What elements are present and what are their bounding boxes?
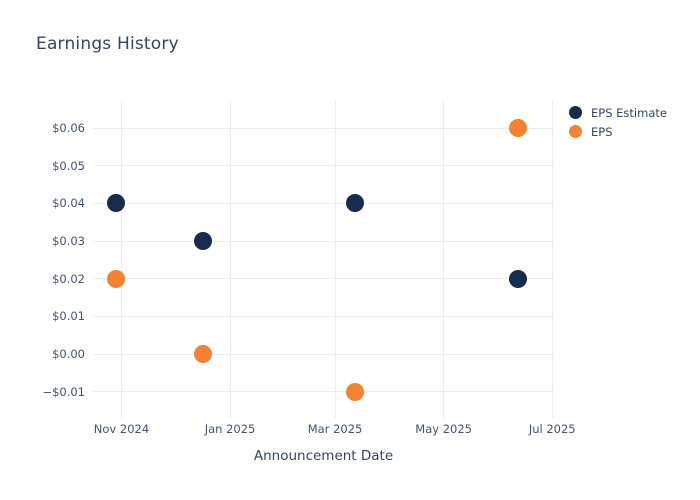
gridline-y-0 [93,353,554,355]
x-tick-label: May 2025 [415,422,472,436]
legend-item-eps[interactable]: EPS [569,122,667,141]
y-tick-label: $0.04 [52,196,85,211]
data-point-eps[interactable] [509,119,528,138]
legend-label: EPS [591,124,613,139]
eps-marker-icon [569,125,582,138]
gridline-y-0.02 [93,278,554,280]
y-tick-label: $0.00 [52,347,85,362]
data-point-eps-estimate[interactable] [107,194,126,213]
gridline-x-may-2025 [443,100,445,418]
x-tick-label: Nov 2024 [93,422,150,436]
gridline-x-jan-2025 [229,100,231,418]
y-tick-label: $0.02 [52,271,85,286]
gridline-y-0.05 [93,165,554,167]
gridline-y-0.04 [93,202,554,204]
data-point-eps[interactable] [345,382,364,401]
chart-title: Earnings History [36,34,179,54]
gridline-x-nov-2024 [120,100,122,418]
x-tick-label: Mar 2025 [307,422,363,436]
plot-area[interactable] [93,100,554,418]
gridline-y--0.01 [93,391,554,393]
x-axis-title: Announcement Date [253,448,394,464]
data-point-eps-estimate[interactable] [345,194,364,213]
legend: EPS Estimate EPS [569,103,667,141]
y-tick-label: $0.05 [52,158,85,173]
y-tick-label: −$0.01 [42,384,85,399]
legend-item-eps-estimate[interactable]: EPS Estimate [569,103,667,122]
gridline-y-0.03 [93,240,554,242]
eps-estimate-marker-icon [569,106,582,119]
gridline-x-jul-2025 [551,100,553,418]
gridline-y-0.06 [93,127,554,129]
legend-label: EPS Estimate [591,105,667,120]
y-tick-label: $0.01 [52,309,85,324]
gridline-y-0.01 [93,315,554,317]
data-point-eps[interactable] [194,345,213,364]
x-tick-label: Jan 2025 [204,422,256,436]
x-tick-label: Jul 2025 [528,422,576,436]
data-point-eps[interactable] [107,269,126,288]
gridline-x-mar-2025 [334,100,336,418]
data-point-eps-estimate[interactable] [509,269,528,288]
data-point-eps-estimate[interactable] [194,232,213,251]
y-tick-label: $0.06 [52,121,85,136]
y-tick-label: $0.03 [52,234,85,249]
